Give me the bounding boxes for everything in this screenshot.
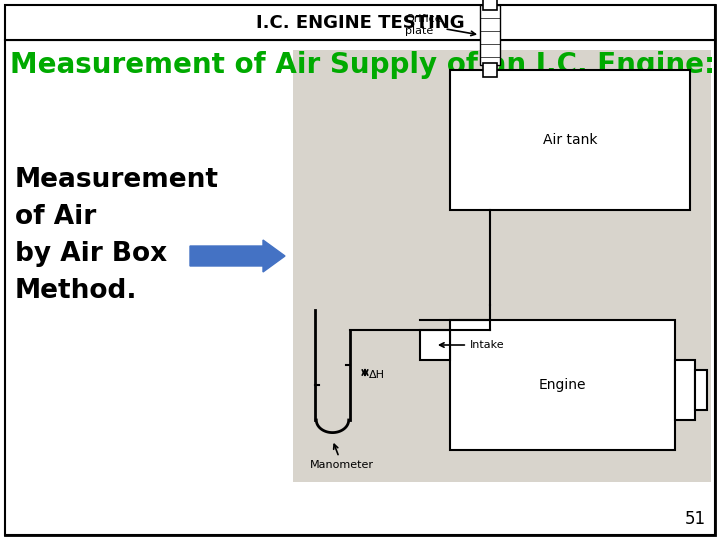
Bar [420, 330, 450, 360]
Text: Measurement of Air Supply of an I.C. Engine:: Measurement of Air Supply of an I.C. Eng… [10, 51, 715, 79]
Bar [293, 50, 711, 482]
Text: Orifice
plate: Orifice plate [405, 14, 475, 36]
Text: Air tank: Air tank [543, 133, 598, 147]
Text: Intake: Intake [440, 340, 505, 350]
Text: Measurement: Measurement [15, 167, 219, 193]
Text: Manometer: Manometer [310, 444, 374, 470]
Bar [450, 320, 675, 450]
FancyArrow shape [190, 240, 285, 272]
Bar [675, 360, 695, 420]
Text: 51: 51 [685, 510, 706, 528]
Text: Engine: Engine [539, 378, 586, 392]
Text: by Air Box: by Air Box [15, 241, 167, 267]
Bar [483, 63, 497, 77]
Text: Thermometer: Thermometer [0, 539, 1, 540]
Text: of Air: of Air [15, 204, 96, 230]
Text: ΔH: ΔH [369, 370, 385, 380]
Text: I.C. ENGINE TESTING: I.C. ENGINE TESTING [256, 14, 464, 32]
Bar [450, 70, 690, 210]
Bar [483, 0, 497, 10]
Text: Method.: Method. [15, 278, 138, 304]
Bar [695, 370, 707, 410]
Bar [5, 5, 715, 40]
Bar [480, 5, 500, 65]
